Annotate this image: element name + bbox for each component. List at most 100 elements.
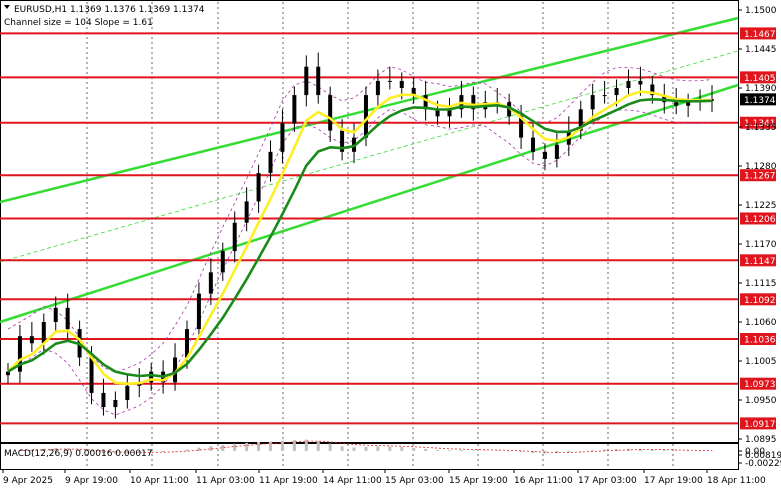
macd-bar bbox=[519, 451, 523, 453]
level-label-box bbox=[740, 212, 776, 225]
level-label-box bbox=[740, 116, 776, 129]
level-label: 1.1036 bbox=[744, 336, 776, 346]
candle-body bbox=[423, 95, 428, 110]
price-tick-label: 1.0895 bbox=[745, 435, 777, 445]
candle-body bbox=[602, 95, 607, 97]
level-label: 1.1405 bbox=[744, 74, 776, 84]
macd-bar bbox=[400, 447, 404, 451]
level-label-box bbox=[740, 377, 776, 390]
macd-bar bbox=[471, 450, 475, 451]
macd-bar bbox=[292, 440, 296, 451]
price-tick-label: 1.1335 bbox=[745, 123, 777, 133]
macd-bar bbox=[30, 449, 34, 451]
macd-bar bbox=[662, 450, 666, 451]
macd-bar bbox=[149, 451, 153, 453]
macd-bar bbox=[280, 440, 284, 451]
candle-body bbox=[316, 66, 321, 96]
macd-tick-label: 0.00819 bbox=[745, 451, 781, 461]
candle-body bbox=[220, 251, 225, 273]
price-tick-label: 1.1170 bbox=[745, 240, 777, 250]
candle-body bbox=[304, 66, 309, 96]
candle-body bbox=[17, 336, 22, 372]
candle-body bbox=[399, 80, 404, 88]
candle-body bbox=[244, 201, 249, 223]
candle-body bbox=[650, 84, 655, 96]
macd-bar bbox=[591, 450, 595, 451]
macd-bar bbox=[650, 449, 654, 451]
candle-body bbox=[29, 336, 34, 344]
macd-bar bbox=[90, 451, 94, 452]
candle-body bbox=[6, 371, 10, 376]
candle-body bbox=[542, 151, 547, 159]
support-resistance-levels: 1.1467 1.1405 1.1341 1.1267 1.1206 1.1147 1.10… bbox=[0, 27, 776, 430]
level-label: 1.1092 bbox=[744, 296, 776, 306]
candle-body bbox=[435, 109, 440, 117]
macd-bar bbox=[328, 443, 332, 451]
symbol-info-text: EURUSD,H1 1.1369 1.1376 1.1369 1.1374 bbox=[14, 5, 205, 15]
candle-body bbox=[626, 80, 631, 88]
macd-bar bbox=[340, 446, 344, 451]
price-tick-label: 1.1115 bbox=[745, 279, 777, 289]
candle-body bbox=[101, 392, 106, 408]
grid-lines bbox=[86, 2, 674, 469]
macd-bar bbox=[483, 450, 487, 451]
macd-bar bbox=[447, 450, 451, 451]
candle-body bbox=[328, 95, 333, 131]
macd-bar bbox=[674, 450, 678, 452]
price-tick-label: 1.1225 bbox=[745, 201, 777, 211]
macd-bar bbox=[245, 442, 249, 451]
macd-bar bbox=[221, 444, 225, 451]
macd-bar bbox=[507, 451, 511, 452]
candle-body bbox=[471, 95, 476, 110]
candle-body bbox=[208, 272, 213, 294]
price-tick-label: 1.1445 bbox=[745, 45, 777, 55]
macd-bar bbox=[376, 446, 380, 451]
candle-body bbox=[292, 95, 297, 124]
macd-tick-label: 0.00 bbox=[745, 447, 765, 457]
level-label: 1.0973 bbox=[744, 380, 776, 390]
level-label: 1.1267 bbox=[744, 172, 776, 182]
macd-bar bbox=[531, 451, 535, 453]
candle-body bbox=[53, 307, 58, 322]
candle-body bbox=[375, 80, 380, 96]
candle-body bbox=[686, 102, 691, 106]
time-label: 17 Apr 03:00 bbox=[578, 476, 637, 486]
macd-bar bbox=[78, 449, 82, 451]
main-chart-frame bbox=[0, 0, 739, 443]
channel-info-text: Channel size = 104 Slope = 1.61 bbox=[4, 18, 153, 28]
price-tick-label: 1.1280 bbox=[745, 162, 777, 172]
macd-signal-line bbox=[19, 440, 713, 453]
candle-body bbox=[89, 357, 94, 393]
candle-body bbox=[638, 80, 643, 85]
current-price-box bbox=[740, 93, 776, 106]
time-label: 11 Apr 03:00 bbox=[196, 476, 255, 486]
envelope-bands bbox=[7, 66, 713, 416]
macd-bar bbox=[436, 449, 440, 451]
macd-bar bbox=[66, 448, 70, 451]
macd-bar bbox=[304, 439, 308, 451]
candle-body bbox=[340, 130, 345, 152]
candle-body bbox=[113, 400, 118, 408]
level-label-box bbox=[740, 417, 776, 430]
channel-middle-line bbox=[0, 50, 739, 263]
macd-bar bbox=[459, 450, 463, 451]
macd-bar bbox=[113, 451, 117, 454]
candlesticks bbox=[6, 52, 714, 419]
envelope-upper bbox=[7, 66, 713, 373]
level-label: 1.1206 bbox=[744, 215, 776, 225]
macd-bar bbox=[567, 451, 571, 453]
channel-upper-line bbox=[0, 16, 739, 204]
macd-bar bbox=[698, 450, 702, 452]
macd-bar bbox=[638, 448, 642, 451]
macd-bar bbox=[352, 447, 356, 451]
macd-bar bbox=[42, 448, 46, 451]
moving-averages bbox=[7, 90, 713, 386]
macd-bar bbox=[388, 446, 392, 451]
level-label-box bbox=[740, 169, 776, 182]
dropdown-arrow-icon[interactable] bbox=[4, 5, 10, 9]
candle-body bbox=[65, 307, 70, 330]
macd-indicator bbox=[18, 439, 714, 454]
macd-bar bbox=[424, 448, 428, 451]
macd-bar bbox=[173, 450, 177, 452]
